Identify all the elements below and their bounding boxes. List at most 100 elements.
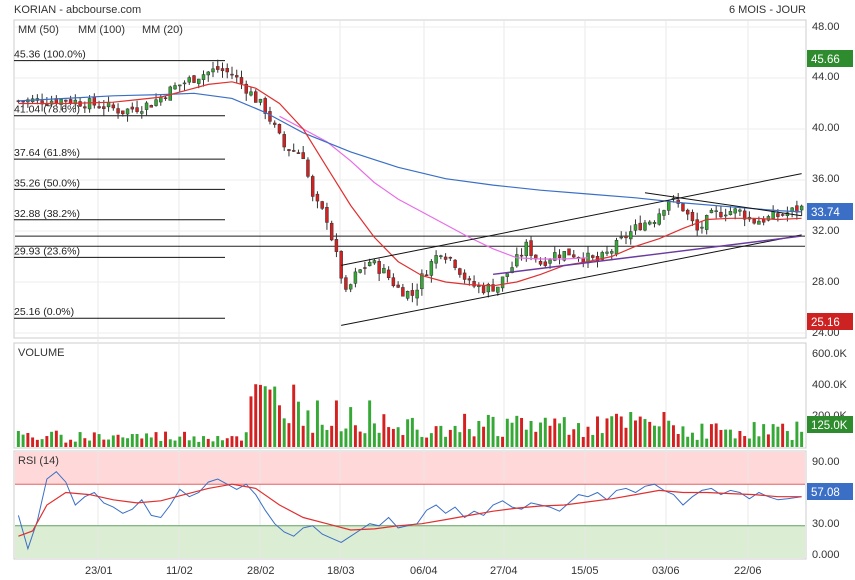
volume-bar-up xyxy=(325,429,329,447)
candle-down xyxy=(776,213,780,217)
volume-bar-up xyxy=(40,439,44,447)
volume-bar-up xyxy=(88,440,92,447)
candle-up xyxy=(382,267,386,274)
candle-up xyxy=(662,210,666,216)
volume-bar-down xyxy=(615,413,618,447)
volume-bar-up xyxy=(372,423,376,447)
candle-up xyxy=(353,271,358,284)
volume-bar-down xyxy=(448,429,452,447)
candle-down xyxy=(424,274,429,276)
candle-up xyxy=(477,285,481,288)
volume-bar-up xyxy=(562,417,566,447)
candle-down xyxy=(239,77,244,84)
volume-bar-up xyxy=(73,441,77,447)
candle-up xyxy=(505,273,510,277)
rsi-lines xyxy=(17,471,802,551)
candle-down xyxy=(448,256,453,259)
candle-up xyxy=(59,99,63,105)
candle-down xyxy=(572,254,576,258)
volume-bar-down xyxy=(301,425,305,447)
volume-bar-up xyxy=(667,420,671,447)
candle-up xyxy=(154,99,158,106)
volume-bar-up xyxy=(800,431,804,447)
volume-bar-up xyxy=(700,423,704,447)
candle-up xyxy=(524,241,529,257)
volume-label: VOLUME xyxy=(18,347,64,359)
volume-bar-up xyxy=(107,439,111,447)
volume-bar-up xyxy=(496,436,500,447)
candle-down xyxy=(543,261,548,266)
volume-bar-down xyxy=(83,438,87,447)
candle-down xyxy=(519,254,524,257)
x-tick-label: 23/01 xyxy=(85,565,113,577)
volume-bar-up xyxy=(747,438,751,447)
volume-bar-down xyxy=(116,434,120,447)
candle-down xyxy=(752,218,756,224)
candle-up xyxy=(187,77,191,83)
candle-down xyxy=(334,239,339,252)
candle-down xyxy=(230,73,234,76)
volume-bar-up xyxy=(486,414,490,447)
volume-bar-up xyxy=(600,433,604,447)
volume-bar-up xyxy=(339,431,343,447)
ma-50-line xyxy=(279,115,589,260)
candle-up xyxy=(73,99,78,105)
price-y-tick: 28.00 xyxy=(812,276,840,288)
candle-up xyxy=(733,208,737,214)
volume-bar-down xyxy=(391,428,395,447)
rsi-badge: 57.08 xyxy=(811,487,840,499)
volume-bar-up xyxy=(263,386,267,447)
candle-up xyxy=(144,102,149,110)
last-price-badge: 45.66 xyxy=(811,54,840,66)
fib-label: 41.04 (78.6%) xyxy=(14,104,80,116)
fibonacci-levels: 45.36 (100.0%) 41.04 (78.6%) 37.64 (61.8%)… xyxy=(14,49,225,319)
volume-bar-down xyxy=(154,432,158,447)
volume-bar-up xyxy=(130,434,134,447)
volume-bar-down xyxy=(240,440,243,447)
candle-down xyxy=(624,235,628,239)
candle-down xyxy=(396,284,400,288)
candle-down xyxy=(591,255,595,258)
candle-up xyxy=(619,236,623,239)
volume-bar-down xyxy=(292,384,296,447)
volume-bar-up xyxy=(202,436,205,447)
volume-bar-up xyxy=(681,426,685,447)
volume-bar-up xyxy=(273,386,277,447)
candle-up xyxy=(439,255,443,257)
candle-down xyxy=(301,152,305,160)
volume-bar-down xyxy=(596,416,599,447)
candle-up xyxy=(600,252,604,260)
candle-down xyxy=(391,277,396,287)
candle-down xyxy=(291,150,296,152)
volume-bar-down xyxy=(35,439,39,447)
candle-up xyxy=(633,224,638,231)
volume-bar-up xyxy=(652,425,656,447)
candle-down xyxy=(64,99,68,102)
fib-label: 29.93 (23.6%) xyxy=(14,245,80,257)
rsi-y-tick: 0.000 xyxy=(812,549,840,561)
x-tick-label: 18/03 xyxy=(327,565,355,577)
candle-down xyxy=(410,290,415,296)
volume-bar-up xyxy=(282,418,286,447)
candle-down xyxy=(83,106,87,109)
candle-down xyxy=(685,209,690,215)
candle-up xyxy=(614,240,619,255)
volume-bar-up xyxy=(795,421,799,447)
candle-up xyxy=(140,111,144,114)
candle-up xyxy=(429,261,434,276)
rsi-y-tick: 30.00 xyxy=(812,518,840,530)
candle-down xyxy=(315,193,320,202)
volume-bar-down xyxy=(581,437,585,447)
volume-bar-up xyxy=(396,427,400,447)
candle-up xyxy=(652,222,657,224)
volume-bar-up xyxy=(145,433,149,447)
volume-bar-down xyxy=(781,423,785,447)
x-tick-label: 11/02 xyxy=(166,565,193,577)
volume-bar-down xyxy=(353,425,357,447)
volume-bar-up xyxy=(178,436,182,447)
volume-bar-up xyxy=(558,423,562,447)
x-tick-label: 27/04 xyxy=(490,565,518,577)
volume-bar-up xyxy=(695,439,699,447)
volume-bar-down xyxy=(69,439,73,447)
candle-down xyxy=(325,207,329,223)
